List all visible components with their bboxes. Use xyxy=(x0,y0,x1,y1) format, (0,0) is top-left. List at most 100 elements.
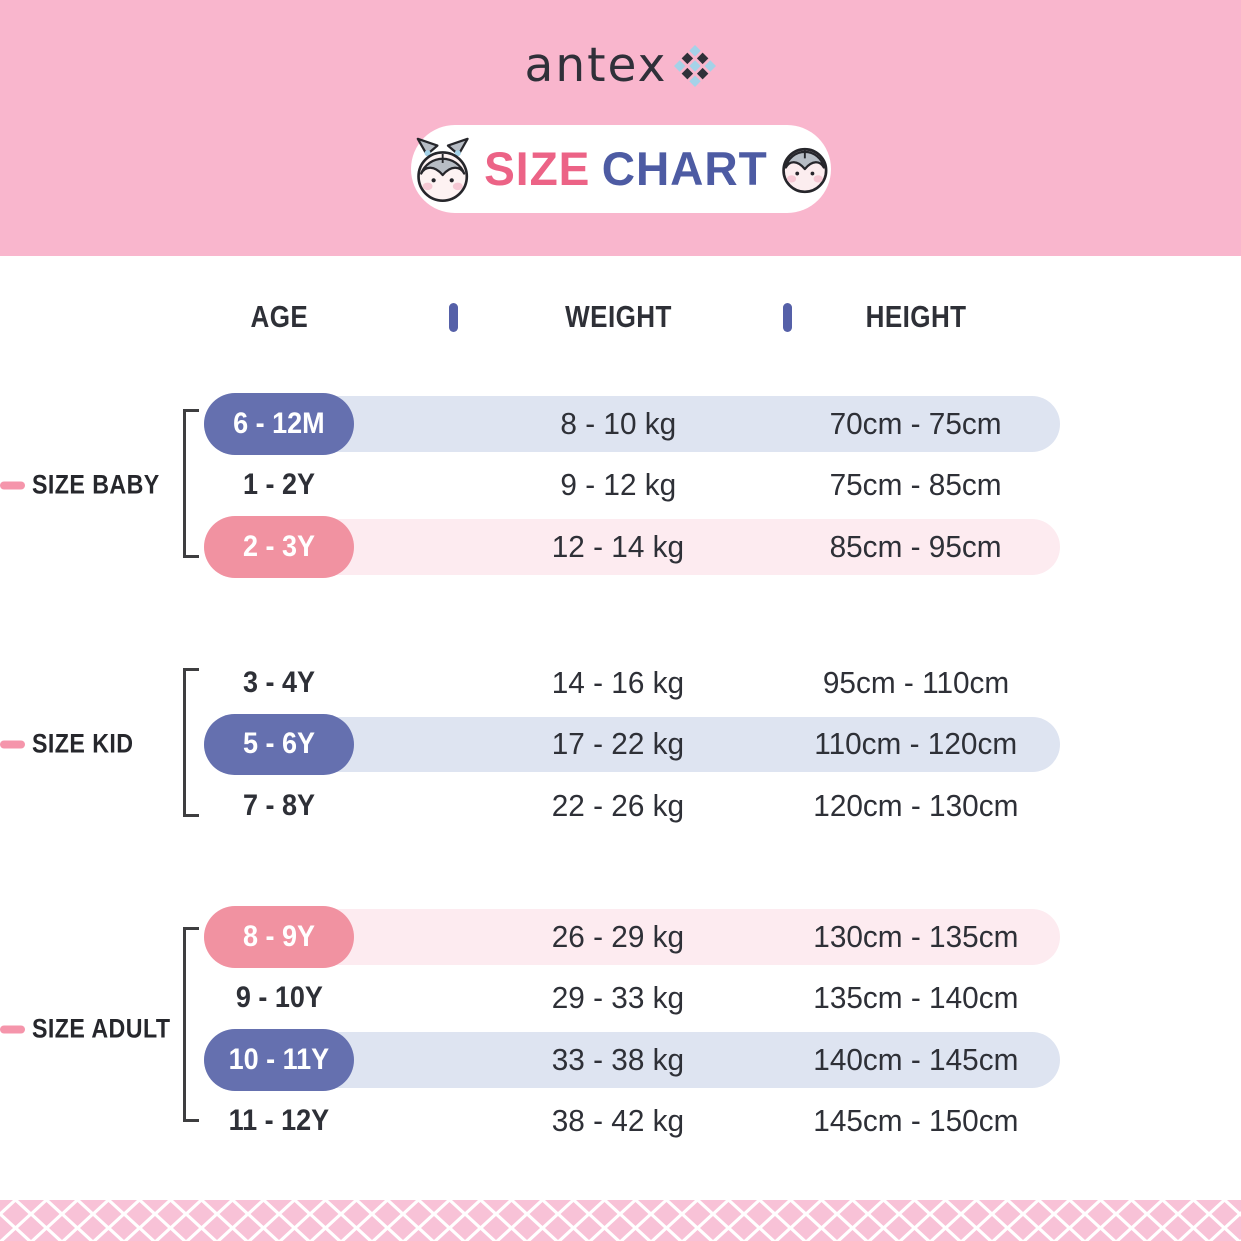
brand-logo-text: antex xyxy=(524,38,668,93)
bracket-icon xyxy=(183,409,199,558)
weight-value: 33 - 38 kg xyxy=(551,1041,685,1077)
group-rows: 8 - 9Y 26 - 29 kg 130cm - 135cm 9 - 10Y … xyxy=(0,906,1241,1152)
group-label-text: SIZE ADULT xyxy=(32,1013,171,1044)
height-value: 135cm - 140cm xyxy=(813,980,1019,1016)
height-value: 110cm - 120cm xyxy=(814,726,1018,762)
weight-value: 22 - 26 kg xyxy=(551,787,685,823)
weight-value: 29 - 33 kg xyxy=(551,980,685,1016)
pink-dash-icon xyxy=(0,740,25,749)
height-cell: 110cm - 120cm xyxy=(781,714,1051,776)
pink-dash-icon xyxy=(0,481,25,490)
weight-cell: 14 - 16 kg xyxy=(435,652,801,714)
weight-cell: 26 - 29 kg xyxy=(435,906,801,968)
column-divider-icon xyxy=(449,303,458,332)
height-value: 140cm - 145cm xyxy=(813,1041,1019,1077)
group-rows: 6 - 12M 8 - 10 kg 70cm - 75cm 1 - 2Y 9 -… xyxy=(0,393,1241,578)
age-value: 11 - 12Y xyxy=(228,1104,330,1138)
height-value: 85cm - 95cm xyxy=(829,528,1002,564)
size-adult-group: SIZE ADULT 8 - 9Y 26 - 29 kg 130cm - 135… xyxy=(0,906,1241,1152)
weight-cell: 22 - 26 kg xyxy=(435,775,801,837)
group-rows: 3 - 4Y 14 - 16 kg 95cm - 110cm 5 - 6Y 17… xyxy=(0,652,1241,837)
table-row: 11 - 12Y 38 - 42 kg 145cm - 150cm xyxy=(0,1091,1241,1153)
height-value: 75cm - 85cm xyxy=(829,467,1002,503)
age-value: 3 - 4Y xyxy=(242,665,316,699)
weight-cell: 38 - 42 kg xyxy=(435,1091,801,1153)
age-label: 11 - 12Y xyxy=(204,1091,354,1153)
group-label: SIZE ADULT xyxy=(0,1014,193,1045)
height-value: 70cm - 75cm xyxy=(829,405,1002,441)
age-pill: 6 - 12M xyxy=(204,393,354,455)
age-label: 9 - 10Y xyxy=(204,968,354,1030)
height-cell: 95cm - 110cm xyxy=(781,652,1051,714)
size-baby-group: SIZE BABY 6 - 12M 8 - 10 kg 70cm - 75cm … xyxy=(0,393,1241,578)
height-cell: 140cm - 145cm xyxy=(781,1029,1051,1091)
weight-value: 12 - 14 kg xyxy=(551,528,685,564)
age-label: 3 - 4Y xyxy=(204,652,354,714)
weight-cell: 12 - 14 kg xyxy=(435,516,801,578)
age-value: 6 - 12M xyxy=(233,406,325,440)
table-row: 5 - 6Y 17 - 22 kg 110cm - 120cm xyxy=(0,713,1241,776)
table-row: 8 - 9Y 26 - 29 kg 130cm - 135cm xyxy=(0,906,1241,968)
group-label: SIZE BABY xyxy=(0,470,181,501)
group-label-text: SIZE KID xyxy=(32,728,134,759)
table-row: 3 - 4Y 14 - 16 kg 95cm - 110cm xyxy=(0,652,1241,714)
height-cell: 70cm - 75cm xyxy=(781,393,1051,455)
size-chart-badge: SIZE CHART xyxy=(410,125,831,213)
brand-logo: antex xyxy=(0,34,1241,98)
age-pill: 5 - 6Y xyxy=(204,713,354,775)
weight-value: 26 - 29 kg xyxy=(551,918,685,954)
diamond-pattern-border xyxy=(0,1200,1241,1241)
pink-dash-icon xyxy=(0,1025,25,1033)
baby-face-icon xyxy=(782,147,828,194)
table-row: 9 - 10Y 29 - 33 kg 135cm - 140cm xyxy=(0,968,1241,1030)
table-row: 10 - 11Y 33 - 38 kg 140cm - 145cm xyxy=(0,1029,1241,1091)
age-value: 9 - 10Y xyxy=(235,981,323,1015)
group-label-text: SIZE BABY xyxy=(32,469,160,500)
age-pill: 8 - 9Y xyxy=(204,906,354,968)
badge-title-chart: CHART xyxy=(602,142,769,195)
height-cell: 130cm - 135cm xyxy=(781,906,1051,968)
weight-cell: 17 - 22 kg xyxy=(435,714,801,776)
height-cell: 75cm - 85cm xyxy=(781,455,1051,517)
age-value: 10 - 11Y xyxy=(228,1042,330,1076)
age-pill: 2 - 3Y xyxy=(204,516,354,578)
pixel-diamond-icon xyxy=(674,45,717,87)
column-header-height: HEIGHT xyxy=(865,299,967,334)
table-row: 2 - 3Y 12 - 14 kg 85cm - 95cm xyxy=(0,516,1241,578)
bracket-icon xyxy=(183,927,199,1122)
weight-cell: 33 - 38 kg xyxy=(435,1029,801,1091)
height-cell: 85cm - 95cm xyxy=(781,516,1051,578)
age-label: 1 - 2Y xyxy=(204,455,354,517)
column-divider-icon xyxy=(783,303,792,332)
age-value: 8 - 9Y xyxy=(242,919,316,953)
height-value: 120cm - 130cm xyxy=(813,787,1019,823)
column-header-weight: WEIGHT xyxy=(564,299,672,334)
baby-girl-face-icon xyxy=(416,137,469,202)
height-cell: 135cm - 140cm xyxy=(781,968,1051,1030)
height-cell: 145cm - 150cm xyxy=(781,1091,1051,1153)
height-cell: 120cm - 130cm xyxy=(781,775,1051,837)
height-value: 95cm - 110cm xyxy=(822,664,1010,700)
group-label: SIZE KID xyxy=(0,729,150,760)
height-value: 130cm - 135cm xyxy=(813,918,1019,954)
table-row: 7 - 8Y 22 - 26 kg 120cm - 130cm xyxy=(0,775,1241,837)
age-label: 7 - 8Y xyxy=(204,775,354,837)
weight-value: 14 - 16 kg xyxy=(551,664,685,700)
table-row: 6 - 12M 8 - 10 kg 70cm - 75cm xyxy=(0,393,1241,455)
weight-cell: 8 - 10 kg xyxy=(435,393,801,455)
badge-title-size: SIZE xyxy=(483,142,591,195)
weight-cell: 9 - 12 kg xyxy=(435,455,801,517)
age-value: 2 - 3Y xyxy=(242,529,316,563)
column-header-age: AGE xyxy=(250,299,308,334)
weight-value: 8 - 10 kg xyxy=(560,405,676,441)
weight-cell: 29 - 33 kg xyxy=(435,968,801,1030)
age-value: 7 - 8Y xyxy=(242,788,316,822)
height-value: 145cm - 150cm xyxy=(813,1103,1019,1139)
age-pill: 10 - 11Y xyxy=(204,1029,354,1091)
weight-value: 9 - 12 kg xyxy=(560,467,676,503)
table-row: 1 - 2Y 9 - 12 kg 75cm - 85cm xyxy=(0,455,1241,517)
column-headers: AGE WEIGHT HEIGHT xyxy=(0,296,1241,338)
age-value: 1 - 2Y xyxy=(242,468,316,502)
age-value: 5 - 6Y xyxy=(242,727,316,761)
